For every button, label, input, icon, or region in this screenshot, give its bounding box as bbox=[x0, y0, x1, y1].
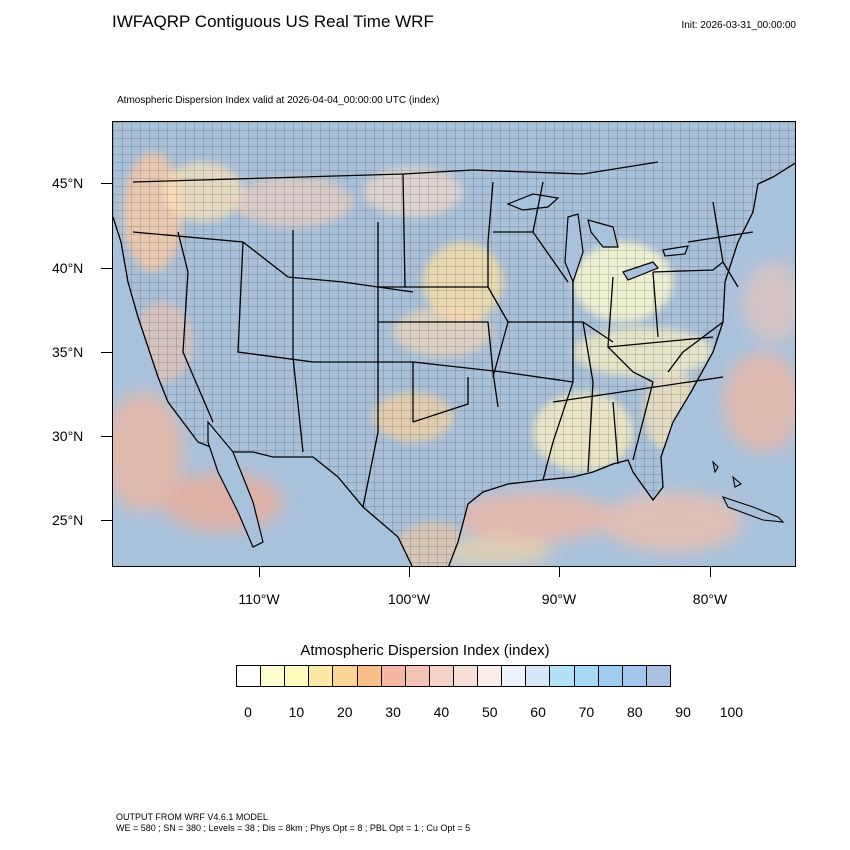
lon-tick-90 bbox=[559, 567, 560, 577]
colorbar-swatch bbox=[333, 666, 358, 686]
caribbean-islands bbox=[712, 460, 785, 523]
lon-label-110: 110°W bbox=[238, 591, 280, 607]
colorbar-swatch bbox=[598, 666, 623, 686]
ocean-high-index-plumes bbox=[113, 127, 795, 566]
colorbar-swatch bbox=[646, 666, 670, 686]
colorbar-swatch bbox=[502, 666, 527, 686]
colorbar bbox=[236, 665, 671, 687]
colorbar-swatch bbox=[526, 666, 551, 686]
colorbar-label: 50 bbox=[481, 704, 498, 720]
great-lakes bbox=[506, 193, 689, 284]
colorbar-label: 20 bbox=[336, 704, 353, 720]
colorbar-swatch bbox=[285, 666, 310, 686]
footer-model-line: OUTPUT FROM WRF V4.6.1 MODEL bbox=[116, 812, 268, 822]
colorbar-swatch bbox=[357, 666, 382, 686]
colorbar-swatch bbox=[405, 666, 430, 686]
lat-tick-40 bbox=[101, 268, 112, 269]
baja-gulf-of-california bbox=[207, 420, 264, 548]
colorbar-label: 10 bbox=[288, 704, 305, 720]
plot-title: IWFAQRP Contiguous US Real Time WRF bbox=[112, 12, 434, 31]
lat-label-25: 25°N bbox=[52, 512, 84, 528]
colorbar-swatch bbox=[309, 666, 334, 686]
lon-label-100: 100°W bbox=[387, 591, 431, 607]
lon-label-80: 80°W bbox=[692, 591, 728, 607]
colorbar-label: 0 bbox=[244, 704, 252, 720]
colorbar-label: 90 bbox=[675, 704, 691, 720]
colorbar-title: Atmospheric Dispersion Index (index) bbox=[300, 642, 550, 659]
colorbar-label: 100 bbox=[719, 704, 744, 720]
colorbar-swatch bbox=[429, 666, 454, 686]
footer-config-line: WE = 580 ; SN = 380 ; Levels = 38 ; Dis … bbox=[116, 823, 471, 833]
plot-subtitle: Atmospheric Dispersion Index valid at 20… bbox=[117, 95, 440, 106]
colorbar-swatch bbox=[622, 666, 647, 686]
lat-tick-25 bbox=[101, 520, 112, 521]
lat-tick-35 bbox=[101, 352, 112, 353]
lat-tick-45 bbox=[101, 183, 112, 184]
lat-label-45: 45°N bbox=[52, 175, 84, 191]
colorbar-label: 70 bbox=[578, 704, 595, 720]
colorbar-swatch bbox=[478, 666, 503, 686]
init-time: Init: 2026-03-31_00:00:00 bbox=[681, 20, 796, 31]
colorbar-swatch bbox=[453, 666, 479, 686]
colorbar-swatch bbox=[237, 666, 262, 686]
colorbar-label: 60 bbox=[530, 704, 546, 720]
lon-tick-100 bbox=[409, 567, 410, 577]
state-boundaries bbox=[113, 161, 795, 566]
lon-tick-80 bbox=[710, 567, 711, 577]
colorbar-label: 40 bbox=[433, 704, 450, 720]
lon-tick-110 bbox=[259, 567, 260, 577]
lon-label-90: 90°W bbox=[541, 591, 577, 607]
lat-label-40: 40°N bbox=[52, 260, 84, 276]
map-canvas bbox=[113, 122, 795, 566]
colorbar-swatch bbox=[550, 666, 575, 686]
colorbar-label: 30 bbox=[385, 704, 401, 720]
colorbar-label: 80 bbox=[626, 704, 643, 720]
lat-label-30: 30°N bbox=[52, 428, 84, 444]
colorbar-swatch bbox=[261, 666, 286, 686]
map-panel bbox=[112, 121, 796, 567]
lat-tick-30 bbox=[101, 436, 112, 437]
colorbar-swatch bbox=[574, 666, 599, 686]
colorbar-swatch bbox=[381, 666, 406, 686]
lat-label-35: 35°N bbox=[52, 344, 84, 360]
